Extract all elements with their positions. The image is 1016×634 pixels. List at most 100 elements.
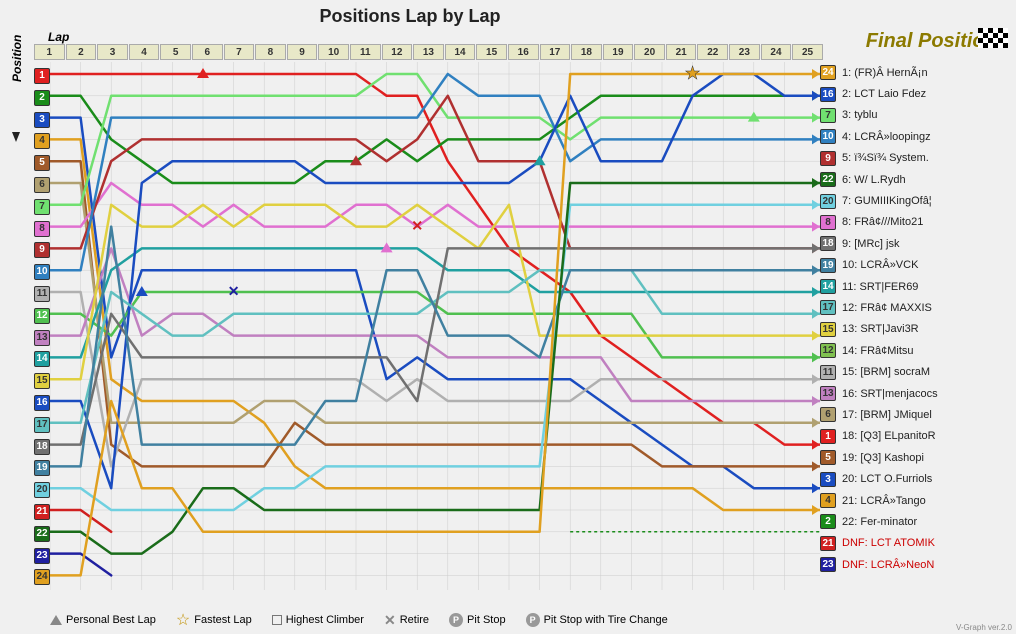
- lap-header: 7: [224, 44, 255, 60]
- checkered-flag-icon: [978, 28, 1008, 48]
- lap-header: 15: [476, 44, 507, 60]
- start-pos-box: 22: [34, 526, 50, 542]
- final-pos-box: 10: [820, 129, 836, 144]
- final-position-row: 1214: FRâ¢Mitsu: [820, 340, 1010, 361]
- start-pos-box: 14: [34, 351, 50, 367]
- start-pos-box: 9: [34, 242, 50, 258]
- lap-header: 8: [255, 44, 286, 60]
- lap-header: 24: [761, 44, 792, 60]
- final-position-row: 10 4: LCRÂ»loopingz: [820, 126, 1010, 147]
- final-pos-box: 21: [820, 536, 836, 551]
- final-pos-label: 9: [MRc] jsk: [842, 238, 899, 250]
- lap-header: 2: [66, 44, 97, 60]
- start-pos-box: 7: [34, 199, 50, 215]
- final-pos-box: 11: [820, 365, 836, 380]
- start-pos-box: 13: [34, 330, 50, 346]
- final-pos-label: 6: W/ L.Rydh: [842, 174, 906, 186]
- final-position-row: 17 12: FRâ¢ MAXXIS: [820, 297, 1010, 318]
- final-position-row: 118: [Q3] ELpanitoR: [820, 426, 1010, 447]
- arrow-down-icon: [12, 132, 20, 142]
- lap-header: 21: [666, 44, 697, 60]
- final-pos-label: 5: ï¾Sï¾ System.: [842, 152, 929, 164]
- lap-header: 22: [697, 44, 728, 60]
- final-pos-box: 2: [820, 514, 836, 529]
- legend-pit-stop-tire: PPit Stop with Tire Change: [526, 613, 668, 627]
- lap-header: 25: [792, 44, 823, 60]
- final-pos-box: 17: [820, 300, 836, 315]
- x-icon: ✕: [384, 612, 396, 629]
- final-pos-label: 22: Fer-minator: [842, 516, 917, 528]
- final-pos-box: 8: [820, 215, 836, 230]
- legend: Personal Best Lap ☆Fastest Lap Highest C…: [50, 610, 668, 630]
- lap-header: 5: [160, 44, 191, 60]
- final-pos-box: 24: [820, 65, 836, 80]
- start-pos-box: 5: [34, 155, 50, 171]
- final-position-row: 207: GUMIIIKingOfâ¦: [820, 190, 1010, 211]
- lap-header: 23: [729, 44, 760, 60]
- version-label: V-Graph ver.2.0: [956, 623, 1012, 632]
- final-pos-label: 14: FRâ¢Mitsu: [842, 345, 914, 357]
- final-position-row: 1411: SRT|FER69: [820, 276, 1010, 297]
- final-position-row: 11 15: [BRM] socraM: [820, 361, 1010, 382]
- final-pos-label: 1: (FR)Â HernÃ¡n: [842, 67, 928, 79]
- lap-header: 11: [350, 44, 381, 60]
- bump-chart: ★★✕✕: [50, 62, 820, 590]
- start-pos-box: 6: [34, 177, 50, 193]
- start-pos-box: 11: [34, 286, 50, 302]
- lap-header: 14: [445, 44, 476, 60]
- final-pos-label: 19: [Q3] Kashopi: [842, 452, 924, 464]
- start-pos-box: 20: [34, 482, 50, 498]
- final-positions-list: 241: (FR)Â HernÃ¡n162: LCT Laio Fdez73: …: [820, 62, 1010, 575]
- position-axis-label: Position: [10, 35, 24, 82]
- final-pos-label: 2: LCT Laio Fdez: [842, 88, 926, 100]
- start-pos-box: 12: [34, 308, 50, 324]
- triangle-icon: [50, 615, 62, 625]
- lap-header: 20: [634, 44, 665, 60]
- start-pos-box: 23: [34, 548, 50, 564]
- start-pos-box: 4: [34, 133, 50, 149]
- final-pos-box: 3: [820, 472, 836, 487]
- p-icon: P: [449, 613, 463, 627]
- final-pos-box: 19: [820, 258, 836, 273]
- final-pos-label: 11: SRT|FER69: [842, 281, 918, 293]
- final-pos-label: DNF: LCRÂ»NeoN: [842, 559, 934, 571]
- lap-header: 18: [571, 44, 602, 60]
- final-pos-box: 16: [820, 87, 836, 102]
- final-pos-label: 3: tyblu: [842, 109, 877, 121]
- final-pos-label: 12: FRâ¢ MAXXIS: [842, 302, 932, 314]
- final-position-row: 1316: SRT|menjacocs: [820, 383, 1010, 404]
- legend-retire: ✕Retire: [384, 612, 429, 629]
- svg-text:★: ★: [685, 63, 701, 83]
- final-pos-label: 7: GUMIIIKingOfâ¦: [842, 195, 932, 207]
- final-pos-label: 15: [BRM] socraM: [842, 366, 930, 378]
- start-pos-box: 8: [34, 221, 50, 237]
- final-pos-label: 4: LCRÂ»loopingz: [842, 131, 931, 143]
- legend-fastest-lap: ☆Fastest Lap: [176, 610, 252, 630]
- chart-title: Positions Lap by Lap: [0, 6, 820, 27]
- final-pos-box: 23: [820, 557, 836, 572]
- lap-header: 17: [540, 44, 571, 60]
- final-position-row: 189: [MRc] jsk: [820, 233, 1010, 254]
- lap-header: 16: [508, 44, 539, 60]
- final-position-row: 2 22: Fer-minator: [820, 511, 1010, 532]
- final-pos-label: 8: FRâ¢///Mito21: [842, 216, 923, 228]
- svg-text:✕: ✕: [411, 218, 423, 234]
- final-pos-box: 15: [820, 322, 836, 337]
- final-position-row: 21DNF: LCT ATOMIK: [820, 533, 1010, 554]
- start-pos-box: 10: [34, 264, 50, 280]
- legend-highest-climber: Highest Climber: [272, 614, 364, 626]
- start-pos-box: 16: [34, 395, 50, 411]
- start-pos-box: 24: [34, 569, 50, 585]
- final-pos-box: 5: [820, 450, 836, 465]
- final-pos-box: 6: [820, 407, 836, 422]
- chart-container: Positions Lap by Lap Lap Position 123456…: [0, 0, 1016, 634]
- start-pos-box: 15: [34, 373, 50, 389]
- svg-text:✕: ✕: [228, 283, 240, 299]
- final-position-row: 617: [BRM] JMiquel: [820, 404, 1010, 425]
- final-pos-box: 13: [820, 386, 836, 401]
- start-pos-box: 1: [34, 68, 50, 84]
- final-pos-box: 9: [820, 151, 836, 166]
- final-pos-label: 18: [Q3] ELpanitoR: [842, 430, 936, 442]
- start-pos-box: 2: [34, 90, 50, 106]
- final-position-row: 5 19: [Q3] Kashopi: [820, 447, 1010, 468]
